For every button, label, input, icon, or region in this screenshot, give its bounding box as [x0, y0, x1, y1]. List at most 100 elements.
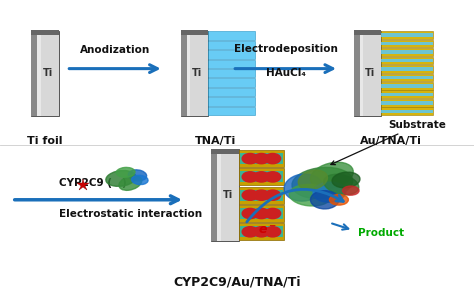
Bar: [240, 171, 283, 182]
Ellipse shape: [298, 170, 328, 190]
Bar: [208, 50, 255, 59]
Bar: [31, 30, 37, 116]
Ellipse shape: [132, 175, 148, 185]
Text: Anodization: Anodization: [80, 45, 150, 55]
Circle shape: [242, 153, 258, 164]
Text: TNA/Ti: TNA/Ti: [195, 136, 237, 146]
Ellipse shape: [289, 185, 332, 206]
Bar: [240, 190, 283, 201]
Ellipse shape: [329, 195, 348, 205]
Circle shape: [254, 190, 269, 200]
Text: Electrodeposition: Electrodeposition: [234, 44, 337, 54]
Text: Product: Product: [358, 228, 404, 238]
Bar: [354, 30, 360, 116]
Bar: [208, 106, 255, 115]
Ellipse shape: [284, 174, 323, 201]
Circle shape: [254, 208, 269, 219]
Bar: [381, 84, 433, 88]
Circle shape: [242, 172, 258, 182]
Bar: [381, 101, 433, 105]
Ellipse shape: [292, 167, 353, 199]
FancyArrowPatch shape: [247, 189, 343, 222]
Bar: [381, 76, 433, 79]
Ellipse shape: [342, 186, 359, 195]
Bar: [208, 31, 255, 40]
Bar: [360, 30, 363, 116]
Bar: [208, 97, 255, 106]
Bar: [187, 30, 190, 116]
Text: Ti: Ti: [43, 68, 53, 78]
Text: Ti: Ti: [223, 190, 233, 200]
Bar: [239, 205, 284, 222]
Bar: [381, 40, 433, 48]
Circle shape: [242, 190, 258, 200]
Text: Au/TNA/Ti: Au/TNA/Ti: [360, 136, 422, 146]
Bar: [208, 41, 255, 49]
Bar: [208, 88, 255, 96]
Ellipse shape: [310, 162, 353, 188]
Bar: [211, 149, 239, 241]
Bar: [381, 33, 433, 37]
Bar: [381, 31, 433, 39]
Circle shape: [264, 208, 281, 219]
Circle shape: [254, 227, 269, 237]
Bar: [31, 30, 59, 35]
Bar: [181, 30, 208, 116]
Circle shape: [254, 153, 269, 164]
Text: e$^-$: e$^-$: [258, 224, 277, 237]
Text: Ti foil: Ti foil: [27, 136, 63, 146]
Ellipse shape: [106, 170, 136, 186]
Bar: [381, 50, 433, 54]
Bar: [381, 91, 433, 98]
Ellipse shape: [313, 182, 346, 202]
Text: CYP2C9 (: CYP2C9 (: [59, 178, 112, 188]
Text: Ti: Ti: [365, 68, 375, 78]
Bar: [208, 69, 255, 77]
Ellipse shape: [116, 167, 135, 177]
Ellipse shape: [310, 191, 339, 209]
Bar: [381, 59, 433, 62]
Ellipse shape: [332, 172, 360, 188]
Circle shape: [242, 208, 258, 219]
Bar: [211, 149, 239, 154]
Bar: [208, 59, 255, 68]
Bar: [37, 30, 41, 116]
Text: CYP2C9/Au/TNA/Ti: CYP2C9/Au/TNA/Ti: [173, 275, 301, 288]
Bar: [381, 65, 433, 73]
Bar: [240, 208, 283, 219]
Bar: [239, 168, 284, 185]
Bar: [208, 78, 255, 87]
Bar: [239, 223, 284, 240]
Bar: [381, 67, 433, 71]
Bar: [181, 30, 187, 116]
Bar: [211, 149, 218, 241]
Bar: [381, 48, 433, 56]
Text: HAuCl₄: HAuCl₄: [265, 68, 306, 78]
FancyArrowPatch shape: [332, 224, 348, 230]
Bar: [354, 30, 381, 116]
Circle shape: [242, 227, 258, 237]
Bar: [381, 74, 433, 81]
Bar: [381, 93, 433, 96]
Circle shape: [264, 153, 281, 164]
Bar: [381, 56, 433, 64]
Bar: [240, 153, 283, 164]
Circle shape: [264, 190, 281, 200]
Bar: [354, 30, 381, 35]
Circle shape: [254, 172, 269, 182]
Bar: [381, 109, 433, 113]
Bar: [240, 226, 283, 237]
Text: Electrostatic interaction: Electrostatic interaction: [59, 209, 202, 219]
Ellipse shape: [119, 176, 142, 190]
Text: Ti: Ti: [192, 68, 202, 78]
Ellipse shape: [128, 170, 146, 181]
Bar: [239, 187, 284, 204]
Bar: [181, 30, 208, 35]
Text: Substrate: Substrate: [331, 120, 447, 165]
Ellipse shape: [324, 174, 359, 195]
Bar: [381, 82, 433, 90]
Circle shape: [264, 227, 281, 237]
Bar: [381, 99, 433, 107]
Bar: [218, 149, 221, 241]
Bar: [239, 150, 284, 167]
